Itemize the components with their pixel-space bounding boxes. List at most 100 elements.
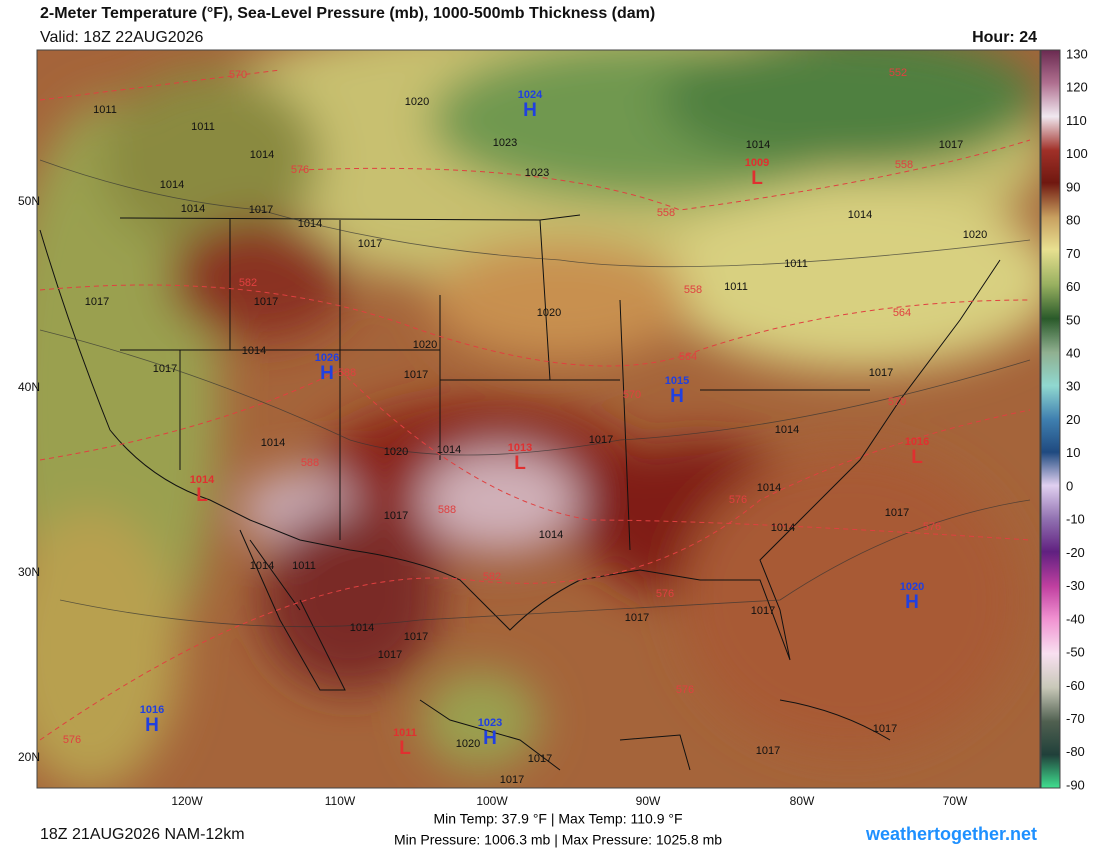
isobar-label: 1011 [724, 281, 748, 293]
isobar-label: 1017 [528, 753, 552, 765]
center-symbol: H [145, 715, 159, 736]
thickness-label: 588 [301, 457, 319, 469]
model-run: 18Z 21AUG2026 NAM-12km [40, 826, 245, 843]
lon-label: 110W [325, 794, 356, 808]
colorbar-tick-label: 70 [1066, 246, 1080, 261]
isobar-label: 1014 [160, 179, 184, 191]
thickness-label: 588 [338, 367, 356, 379]
isobar-label: 1014 [771, 522, 795, 534]
center-value: 1016 [140, 704, 164, 716]
map-field [37, 50, 1040, 788]
isobar-label: 1014 [250, 149, 274, 161]
center-value: 1016 [905, 436, 929, 448]
colorbar-tick-label: 110 [1066, 113, 1087, 128]
thickness-label: 576 [291, 164, 309, 176]
colorbar-tick-label: 40 [1066, 345, 1080, 360]
isobar-label: 1014 [250, 560, 274, 572]
thickness-label: 576 [656, 588, 674, 600]
thickness-label: 576 [63, 734, 81, 746]
thickness-label: 576 [729, 494, 747, 506]
thickness-label: 582 [239, 277, 257, 289]
isobar-label: 1014 [757, 482, 781, 494]
map-frame [36, 49, 1041, 789]
lat-label: 50N [18, 194, 40, 208]
center-value: 1024 [518, 89, 543, 101]
colorbar-tick-label: -70 [1066, 711, 1085, 726]
isobar-label: 1014 [437, 444, 461, 456]
center-symbol: L [196, 485, 208, 506]
isobar-label: 1020 [963, 229, 987, 241]
isobar-label: 1017 [378, 649, 402, 661]
thickness-label: 558 [684, 284, 702, 296]
center-symbol: H [320, 363, 334, 384]
isobar-label: 1017 [869, 367, 893, 379]
center-symbol: L [751, 168, 763, 189]
center-value: 1026 [315, 352, 339, 364]
center-symbol: L [514, 453, 526, 474]
colorbar-tick-label: 30 [1066, 379, 1080, 394]
pressure-range: Min Pressure: 1006.3 mb | Max Pressure: … [394, 832, 722, 848]
thickness-label: 564 [893, 307, 911, 319]
colorbar-tick-label: 120 [1066, 80, 1088, 95]
forecast-hour: Hour: 24 [972, 29, 1037, 46]
isobar-label: 1023 [525, 167, 549, 179]
isobar-label: 1014 [242, 345, 266, 357]
thickness-label: 588 [438, 504, 456, 516]
site-credit[interactable]: weathertogether.net [865, 824, 1037, 844]
thickness-label: 570 [623, 389, 641, 401]
thickness-label: 552 [889, 67, 907, 79]
center-symbol: L [399, 738, 411, 759]
colorbar-tick-label: 0 [1066, 478, 1073, 493]
colorbar-tick-label: 10 [1066, 445, 1080, 460]
center-value: 1020 [900, 581, 924, 593]
isobar-label: 1017 [885, 507, 909, 519]
colorbar-tick-label: 90 [1066, 179, 1080, 194]
isobar-label: 1014 [298, 218, 322, 230]
isobar-label: 1017 [756, 745, 780, 757]
center-value: 1023 [478, 717, 502, 729]
thickness-label: 576 [676, 684, 694, 696]
center-symbol: H [905, 592, 919, 613]
thickness-label: 558 [895, 159, 913, 171]
colorbar-tick-label: -30 [1066, 578, 1085, 593]
lat-label: 30N [18, 565, 40, 579]
isobar-label: 1011 [784, 258, 808, 270]
center-value: 1013 [508, 442, 532, 454]
isobar-label: 1023 [493, 137, 517, 149]
center-symbol: H [670, 386, 684, 407]
colorbar-tick-label: 60 [1066, 279, 1080, 294]
thickness-label: 576 [923, 521, 941, 533]
isobar-label: 1014 [848, 209, 872, 221]
center-symbol: H [483, 728, 497, 749]
isobar-label: 1020 [384, 446, 408, 458]
lat-label: 20N [18, 750, 40, 764]
thickness-label: 558 [657, 207, 675, 219]
isobar-label: 1017 [358, 238, 382, 250]
isobar-label: 1020 [405, 96, 429, 108]
lon-label: 80W [790, 794, 815, 808]
colorbar-tick-label: 80 [1066, 213, 1080, 228]
isobar-label: 1017 [404, 369, 428, 381]
colorbar [1040, 49, 1061, 789]
colorbar-tick-label: -90 [1066, 777, 1085, 792]
isobar-label: 1011 [93, 104, 117, 116]
colorbar-tick-label: 20 [1066, 412, 1080, 427]
isobar-label: 1017 [873, 723, 897, 735]
lon-label: 90W [636, 794, 661, 808]
isobar-label: 1017 [939, 139, 963, 151]
colorbar-tick-label: -20 [1066, 545, 1085, 560]
colorbar-tick-label: 130 [1066, 46, 1088, 61]
isobar-label: 1014 [539, 529, 563, 541]
isobar-label: 1017 [751, 605, 775, 617]
isobar-label: 1017 [500, 774, 524, 786]
colorbar-tick-label: -50 [1066, 645, 1085, 660]
valid-time: Valid: 18Z 22AUG2026 [40, 29, 203, 46]
isobar-label: 1017 [589, 434, 613, 446]
lat-label: 40N [18, 380, 40, 394]
isobar-label: 1014 [775, 424, 799, 436]
isobar-label: 1014 [261, 437, 285, 449]
colorbar-tick-label: -80 [1066, 744, 1085, 759]
thickness-label: 570 [888, 396, 906, 408]
isobar-label: 1014 [746, 139, 770, 151]
